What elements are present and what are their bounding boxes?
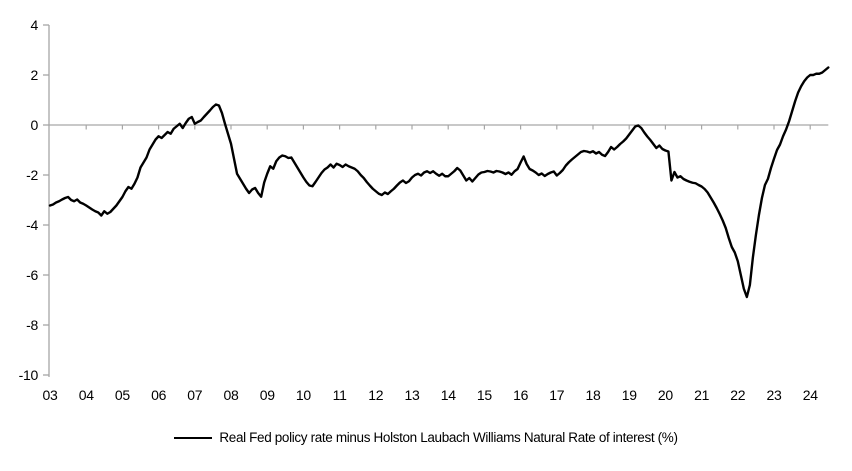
series-line (48, 66, 830, 299)
x-tick-label: 10 (296, 387, 311, 403)
y-tick-label: 0 (31, 117, 39, 133)
x-tick-label: 14 (441, 387, 456, 403)
x-tick-label: 18 (586, 387, 601, 403)
x-tick-label: 09 (260, 387, 275, 403)
legend: Real Fed policy rate minus Holston Lauba… (0, 430, 852, 445)
legend-line-sample (174, 436, 213, 439)
x-tick-label: 12 (368, 387, 383, 403)
y-tick-label: -8 (26, 317, 38, 333)
y-tick-label: 4 (31, 17, 39, 33)
x-tick-label: 11 (333, 387, 347, 403)
x-tick-label: 21 (694, 387, 709, 403)
x-tick-label: 17 (549, 387, 564, 403)
x-tick-label: 05 (115, 387, 130, 403)
y-tick-label: -6 (26, 267, 38, 283)
x-tick-label: 23 (767, 387, 782, 403)
y-axis-tick-labels: 4 2 0 -2 -4 -6 -8 -10 (19, 17, 39, 383)
x-tick-label: 24 (803, 387, 818, 403)
line-chart-canvas: 420-2-4-6-8-10 03 04 05 06 07 08 09 10 11 12 13 14 1… (19, 17, 830, 403)
x-tick-label: 04 (79, 387, 94, 403)
x-tick-label: 08 (224, 387, 239, 403)
x-axis-ticks (85, 125, 811, 130)
x-tick-label: 03 (43, 387, 58, 403)
legend-label: Real Fed policy rate minus Holston Lauba… (219, 430, 678, 445)
y-tick-label: -4 (26, 217, 38, 233)
y-tick-label: 2 (31, 67, 39, 83)
x-tick-label: 19 (622, 387, 637, 403)
x-tick-label: 07 (187, 387, 202, 403)
data-series (48, 66, 830, 299)
x-tick-label: 20 (658, 387, 673, 403)
x-tick-label: 16 (513, 387, 528, 403)
x-tick-label: 15 (477, 387, 492, 403)
y-tick-label: -10 (19, 367, 39, 383)
x-axis-tick-labels: 03 04 05 06 07 08 09 10 11 12 13 14 15 16 17 18 19 20 21 22… (43, 387, 819, 403)
x-tick-label: 06 (151, 387, 166, 403)
y-axis (43, 24, 50, 377)
x-tick-label: 22 (730, 387, 745, 403)
y-tick-label: -2 (26, 167, 38, 183)
x-tick-label: 13 (405, 387, 420, 403)
